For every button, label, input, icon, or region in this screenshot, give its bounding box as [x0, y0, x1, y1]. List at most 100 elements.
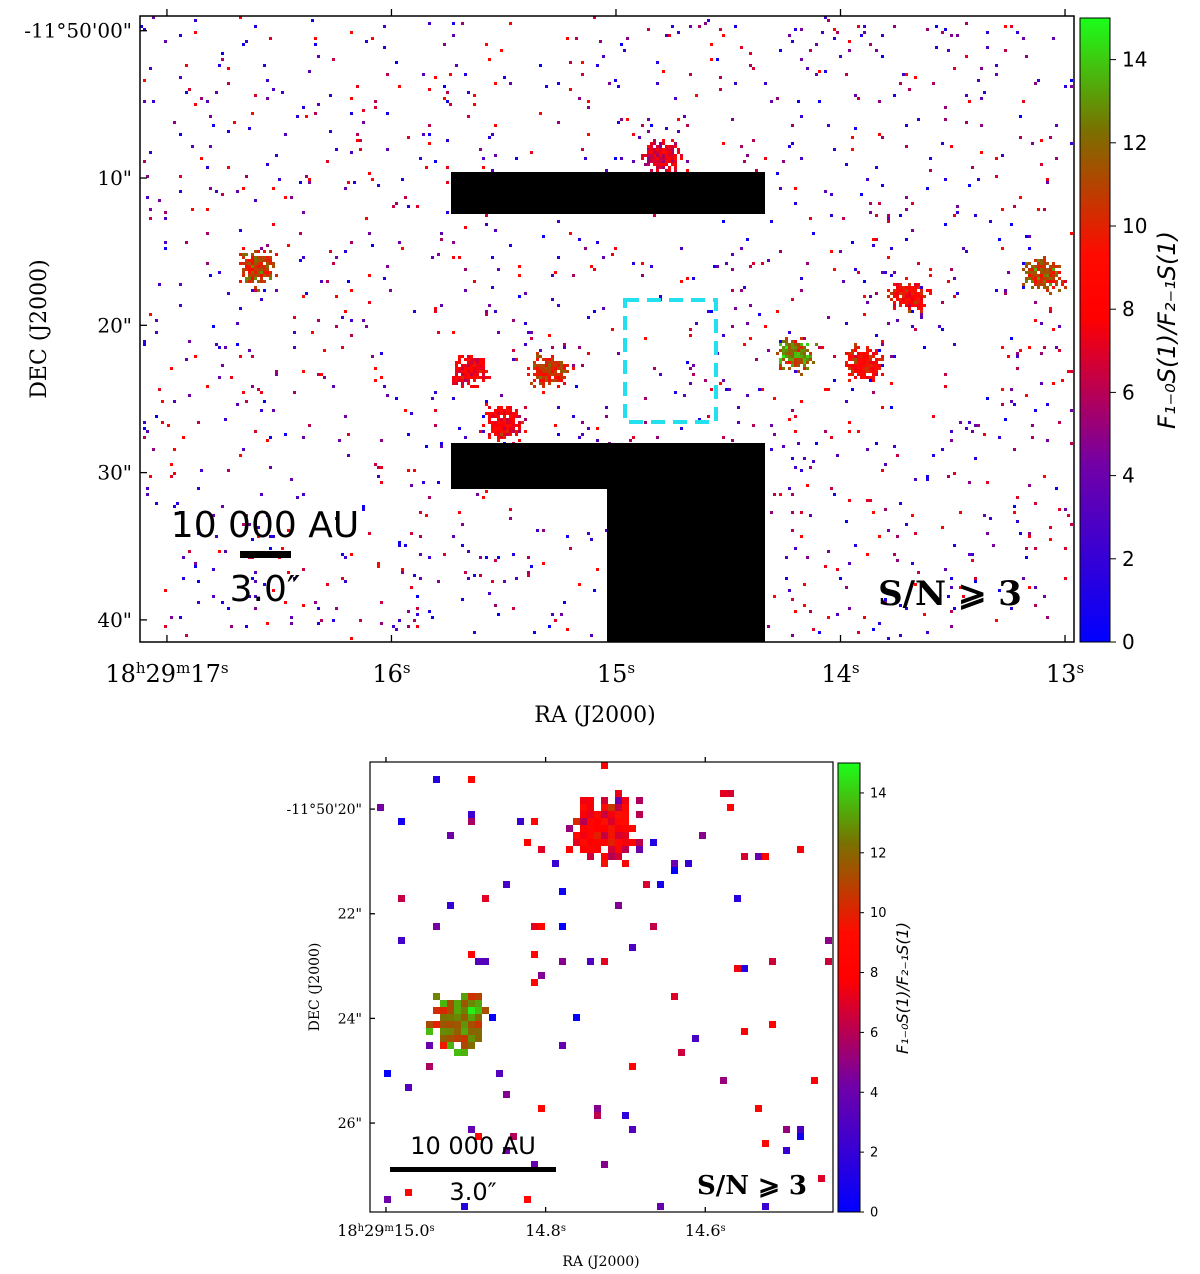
emission-pixel	[601, 811, 608, 818]
emission-pixel	[454, 1035, 461, 1042]
emission-pixel	[641, 124, 644, 127]
emission-pixel	[863, 373, 866, 376]
emission-pixel	[428, 610, 431, 613]
emission-pixel	[794, 358, 797, 361]
emission-pixel	[242, 262, 245, 265]
emission-pixel	[197, 487, 200, 490]
emission-pixel	[665, 160, 668, 163]
emission-pixel	[767, 349, 770, 352]
emission-pixel	[433, 923, 440, 930]
emission-pixel	[848, 373, 851, 376]
emission-pixel	[905, 295, 908, 298]
emission-pixel	[608, 811, 615, 818]
emission-pixel	[1049, 136, 1052, 139]
emission-pixel	[350, 553, 353, 556]
emission-pixel	[719, 382, 722, 385]
emission-pixel	[531, 1161, 538, 1168]
emission-pixel	[539, 382, 542, 385]
emission-pixel	[941, 301, 944, 304]
emission-pixel	[377, 804, 384, 811]
emission-pixel	[815, 43, 818, 46]
emission-pixel	[1064, 286, 1067, 289]
emission-pixel	[581, 73, 584, 76]
bottom-x-ticks: 18h29m15.0s 14.8s 14.6s	[337, 757, 726, 1240]
emission-pixel	[344, 415, 347, 418]
emission-pixel	[788, 361, 791, 364]
emission-pixel	[248, 259, 251, 262]
emission-pixel	[905, 304, 908, 307]
emission-pixel	[488, 592, 491, 595]
emission-pixel	[896, 319, 899, 322]
emission-pixel	[662, 139, 665, 142]
emission-pixel	[488, 418, 491, 421]
emission-pixel	[1034, 301, 1037, 304]
emission-pixel	[803, 361, 806, 364]
emission-pixel	[1043, 265, 1046, 268]
top-scalebar	[240, 551, 291, 558]
emission-pixel	[779, 493, 782, 496]
emission-pixel	[380, 601, 383, 604]
emission-pixel	[461, 544, 464, 547]
emission-pixel	[236, 322, 239, 325]
emission-pixel	[494, 433, 497, 436]
emission-pixel	[770, 511, 773, 514]
emission-pixel	[434, 310, 437, 313]
emission-pixel	[428, 22, 431, 25]
emission-pixel	[647, 28, 650, 31]
emission-pixel	[926, 28, 929, 31]
top-colorbar	[1079, 17, 1111, 643]
emission-pixel	[968, 553, 971, 556]
emission-pixel	[953, 472, 956, 475]
emission-pixel	[776, 97, 779, 100]
emission-pixel	[548, 364, 551, 367]
emission-pixel	[644, 421, 647, 424]
emission-pixel	[362, 109, 365, 112]
emission-pixel	[482, 157, 485, 160]
emission-pixel	[461, 1028, 468, 1035]
emission-pixel	[636, 811, 643, 818]
emission-pixel	[218, 346, 221, 349]
emission-pixel	[475, 1021, 482, 1028]
emission-pixel	[398, 541, 401, 544]
emission-pixel	[863, 370, 866, 373]
emission-pixel	[458, 358, 461, 361]
emission-pixel	[1025, 55, 1028, 58]
emission-pixel	[1040, 265, 1043, 268]
emission-pixel	[791, 340, 794, 343]
emission-pixel	[557, 121, 560, 124]
emission-pixel	[914, 583, 917, 586]
emission-pixel	[161, 400, 164, 403]
emission-pixel	[671, 25, 674, 28]
emission-pixel	[926, 589, 929, 592]
emission-pixel	[1010, 400, 1013, 403]
emission-pixel	[455, 64, 458, 67]
emission-pixel	[341, 577, 344, 580]
emission-pixel	[1055, 124, 1058, 127]
emission-pixel	[266, 271, 269, 274]
emission-pixel	[881, 55, 884, 58]
emission-pixel	[452, 241, 455, 244]
emission-pixel	[518, 439, 521, 442]
emission-pixel	[741, 965, 748, 972]
emission-pixel	[860, 193, 863, 196]
emission-pixel	[1001, 403, 1004, 406]
emission-pixel	[518, 295, 521, 298]
emission-pixel	[1031, 424, 1034, 427]
emission-pixel	[533, 379, 536, 382]
emission-pixel	[896, 454, 899, 457]
emission-pixel	[896, 535, 899, 538]
emission-pixel	[426, 1021, 433, 1028]
emission-pixel	[482, 364, 485, 367]
emission-pixel	[1058, 508, 1061, 511]
emission-pixel	[965, 121, 968, 124]
emission-pixel	[188, 394, 191, 397]
emission-pixel	[458, 511, 461, 514]
emission-pixel	[554, 424, 557, 427]
emission-pixel	[335, 256, 338, 259]
emission-pixel	[164, 211, 167, 214]
emission-pixel	[257, 271, 260, 274]
emission-pixel	[455, 379, 458, 382]
emission-pixel	[815, 343, 818, 346]
emission-pixel	[947, 475, 950, 478]
emission-pixel	[497, 430, 500, 433]
